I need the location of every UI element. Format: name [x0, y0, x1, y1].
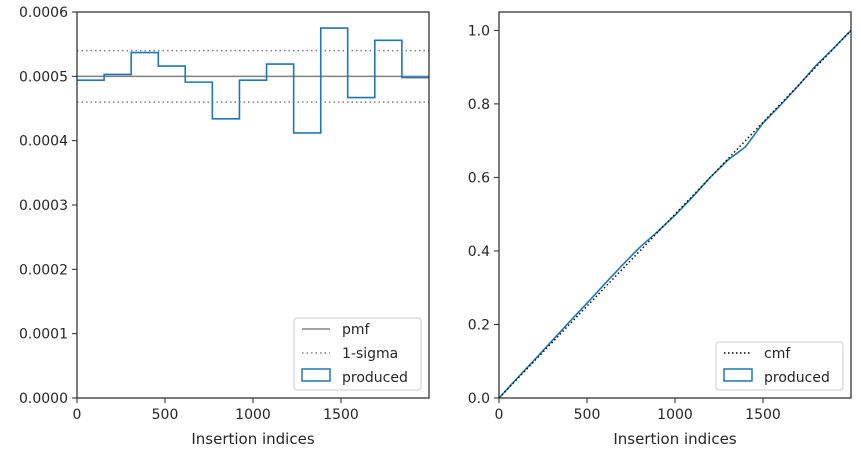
- pmf-legend-box: [293, 317, 422, 391]
- produced-cumulative-series: [498, 29, 852, 399]
- pmf-y-tick-label: 0.0000: [19, 391, 68, 407]
- cmf-x-tick-label: 0: [495, 407, 504, 423]
- pmf-chart: 0 500 1000 1500 0.0000 0.0001 0.0002 0.0003 0.00…: [19, 5, 430, 448]
- cmf-y-tick-label: 0.6: [468, 170, 490, 186]
- legend-sigma-label: 1-sigma: [342, 346, 398, 362]
- legend-pmf-label: pmf: [342, 322, 371, 338]
- pmf-plot-area: [77, 27, 429, 134]
- pmf-ticks: 0 500 1000 1500 0.0000 0.0001 0.0002 0.0003 0.00…: [19, 5, 359, 423]
- pmf-y-tick-label: 0.0006: [19, 5, 68, 21]
- pmf-x-tick-label: 500: [152, 407, 179, 423]
- cmf-legend: cmf produced: [715, 341, 844, 391]
- legend-produced-label: produced: [342, 370, 408, 386]
- pmf-y-tick-label: 0.0002: [19, 262, 68, 278]
- cmf-legend-box: [715, 341, 844, 391]
- legend-produced-swatch: [723, 368, 753, 382]
- cmf-x-tick-label: 500: [574, 407, 601, 423]
- cmf-x-tick-label: 1000: [657, 407, 693, 423]
- pmf-y-tick-label: 0.0005: [19, 69, 68, 85]
- cmf-y-tick-label: 1.0: [468, 23, 490, 39]
- cmf-y-tick-label: 0.8: [468, 97, 490, 113]
- cmf-y-tick-label: 0.2: [468, 317, 490, 333]
- cmf-line: [498, 29, 852, 399]
- legend-cmf-label: cmf: [764, 346, 791, 362]
- pmf-y-tick-label: 0.0004: [19, 134, 68, 150]
- cmf-ticks: 0 500 1000 1500 0.0 0.2 0.4 0.6 0.8 1.0: [468, 23, 781, 423]
- legend-produced-swatch: [301, 368, 331, 382]
- cmf-chart: 0 500 1000 1500 0.0 0.2 0.4 0.6 0.8 1.0 Insertion…: [468, 11, 852, 448]
- cmf-y-tick-label: 0.0: [468, 391, 490, 407]
- produced-step-series: [77, 27, 429, 134]
- pmf-x-tick-label: 1000: [235, 407, 271, 423]
- cmf-x-axis-label: Insertion indices: [613, 430, 736, 448]
- cmf-y-tick-label: 0.4: [468, 244, 490, 260]
- cmf-x-tick-label: 1500: [745, 407, 781, 423]
- pmf-x-axis-label: Insertion indices: [191, 430, 314, 448]
- legend-produced-label: produced: [764, 370, 830, 386]
- pmf-y-tick-label: 0.0003: [19, 198, 68, 214]
- pmf-x-tick-label: 1500: [323, 407, 359, 423]
- pmf-x-tick-label: 0: [73, 407, 82, 423]
- pmf-legend: pmf 1-sigma produced: [293, 317, 422, 391]
- cmf-plot-area: [498, 29, 852, 399]
- pmf-y-tick-label: 0.0001: [19, 327, 68, 343]
